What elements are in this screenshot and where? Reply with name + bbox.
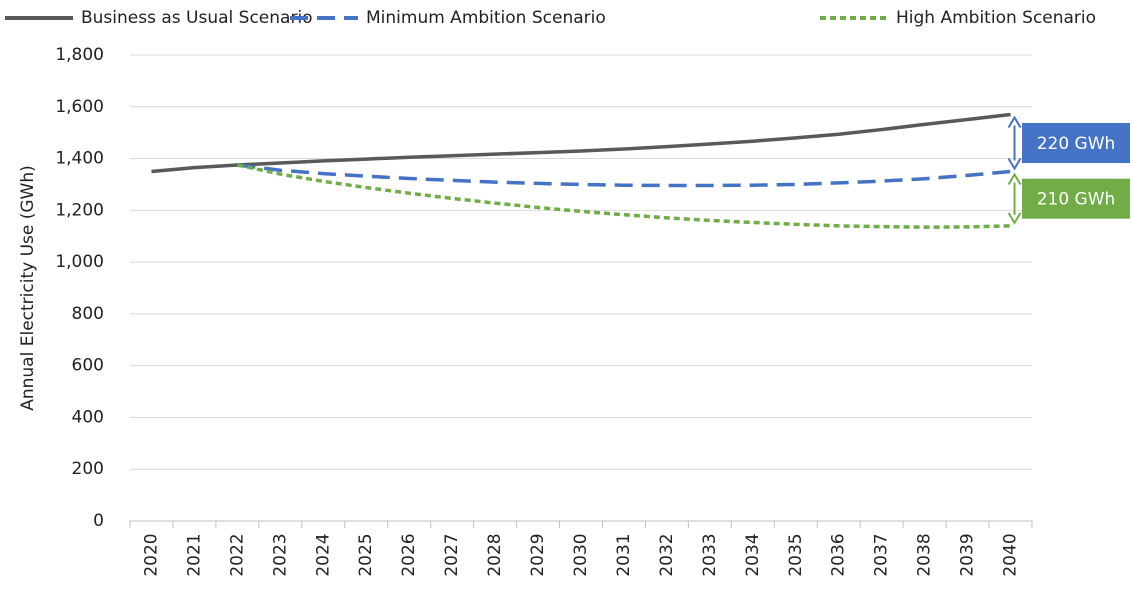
y-tick-label: 200 [72,459,104,479]
y-tick-label: 800 [72,304,104,324]
x-tick-label: 2024 [313,533,333,576]
x-tick-label: 2027 [442,533,462,576]
x-tick-label: 2034 [743,533,763,576]
x-tick-label: 2023 [270,533,290,576]
annotation-box [1022,178,1130,219]
series-line [151,112,1011,174]
x-tick-label: 2040 [1001,533,1021,576]
annotation-text: 210 GWh [1037,190,1116,210]
x-tick-label: 2035 [786,533,806,576]
arrow-head [1007,115,1022,129]
x-tick-label: 2029 [528,533,548,576]
y-tick-label: 600 [72,356,104,376]
x-tick-label: 2025 [356,533,376,576]
x-tick-label: 2039 [958,533,978,576]
x-tick-label: 2021 [184,533,204,576]
legend-label: High Ambition Scenario [896,8,1096,28]
annotation-text: 220 GWh [1037,134,1116,154]
x-tick-label: 2031 [614,533,634,576]
x-tick-label: 2032 [657,533,677,576]
x-tick-label: 2038 [915,533,935,576]
x-tick-label: 2030 [571,533,591,576]
x-tick-label: 2036 [829,533,849,576]
y-tick-label: 1,600 [55,97,104,117]
arrow-head [1007,212,1022,225]
x-tick-label: 2028 [485,533,505,576]
x-tick-label: 2026 [399,533,419,576]
y-tick-label: 400 [72,407,104,427]
legend-label: Business as Usual Scenario [81,8,313,28]
y-tick-label: 1,800 [55,45,104,65]
x-tick-label: 2022 [227,533,247,576]
x-tick-label: 2033 [700,533,720,576]
y-tick-label: 0 [93,511,104,531]
y-tick-label: 1,400 [55,149,104,169]
arrow-head [1007,157,1022,171]
series-line [237,163,1011,188]
x-tick-label: 2037 [872,533,892,576]
annotation-box [1022,123,1130,164]
y-tick-label: 1,200 [55,200,104,220]
legend-label: Minimum Ambition Scenario [366,8,606,28]
y-tick-label: 1,000 [55,252,104,272]
x-tick-label: 2020 [141,533,161,576]
series-line [237,163,1011,229]
y-axis-label: Annual Electricity Use (GWh) [18,165,38,411]
arrow-head [1007,172,1022,186]
